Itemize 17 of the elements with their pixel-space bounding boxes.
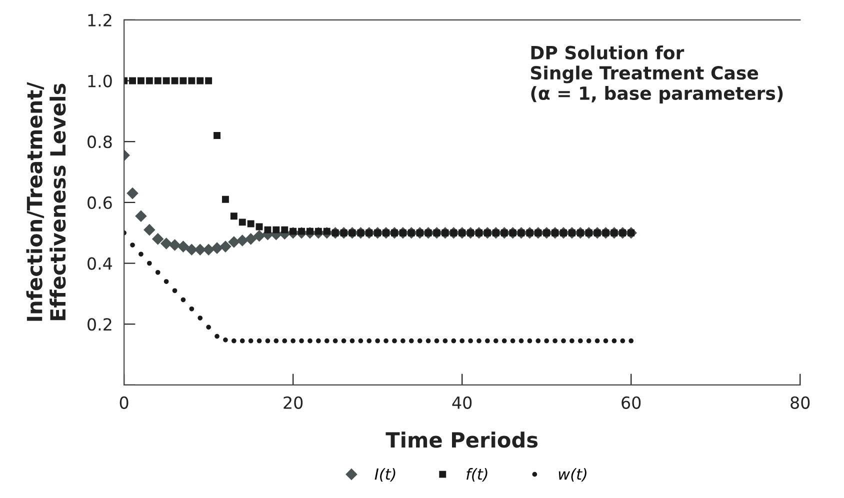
y-axis-title: Infection/Treatment/ Effectiveness Levels [26,82,66,321]
y-tick-label: 0.4 [88,257,112,270]
legend-label: I(t) [374,468,396,482]
legend-label: w(t) [558,468,586,482]
x-tick-label: 40 [452,396,472,409]
y-tick-label: 1.2 [88,14,112,26]
x-tick-label: 0 [120,396,128,409]
y-tick-label: 0.6 [88,196,112,210]
legend-label: f(t) [466,468,488,482]
x-tick-label: 20 [284,396,303,409]
annotation: DP Solution for Single Treatment Case (α = 1, base parameters) [530,45,783,104]
x-tick-label: 60 [622,396,641,409]
y-tick-label: 0.2 [88,318,112,331]
x-tick-label: 80 [790,396,810,409]
x-axis-title: Time Periods [386,432,538,448]
y-tick-label: 0.8 [88,136,112,148]
y-tick-label: 1.0 [88,74,112,88]
